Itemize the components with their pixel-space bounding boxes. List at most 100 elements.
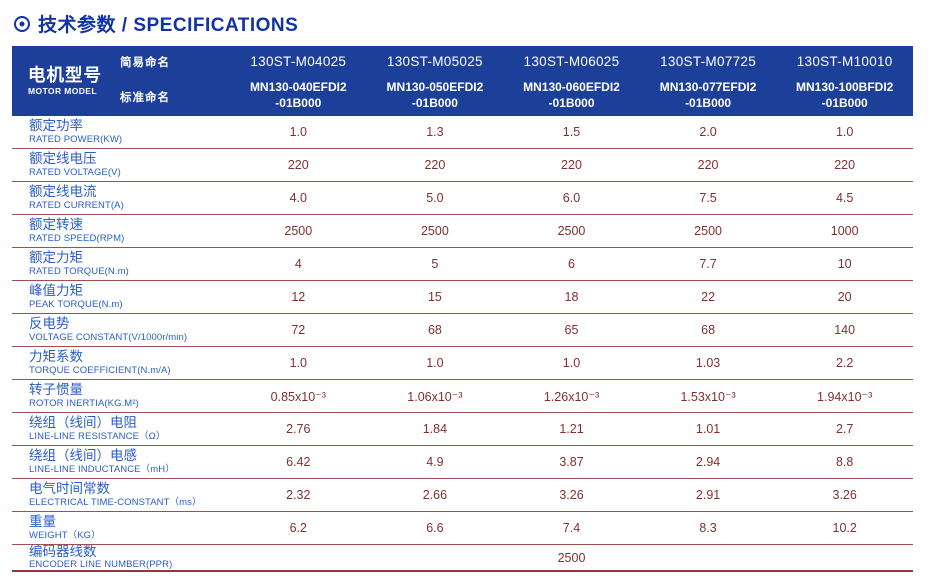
spec-value: 6.6 xyxy=(426,521,444,535)
row-values: 1.0 1.3 1.5 2.0 1.0 xyxy=(230,125,913,139)
table-row: 额定功率 RATED POWER(KW) 1.0 1.3 1.5 2.0 1.0 xyxy=(12,116,913,149)
motor-model-label: 电机型号 MOTOR MODEL xyxy=(28,46,120,116)
table-row-encoder: 编码器线数 ENCODER LINE NUMBER(PPR) 2500 xyxy=(12,544,913,572)
header-model-column: 130ST-M05025 MN130-050EFDI2 -01B000 xyxy=(367,46,504,116)
row-label-en: LINE-LINE RESISTANCE（Ω） xyxy=(29,430,166,442)
row-values: 6.2 6.6 7.4 8.3 10.2 xyxy=(230,521,913,535)
row-values: 6.42 4.9 3.87 2.94 8.8 xyxy=(230,455,913,469)
page-title-text: 技术参数 / SPECIFICATIONS xyxy=(38,15,299,36)
spec-value: 1.01 xyxy=(695,422,721,436)
row-label-zh: 力矩系数 xyxy=(29,349,83,365)
spec-value: 8.8 xyxy=(835,455,854,469)
table-row: 峰值力矩 PEAK TORQUE(N.m) 12 15 18 22 20 xyxy=(12,281,913,314)
spec-value: 18 xyxy=(564,290,579,304)
simple-model-name: 130ST-M07725 xyxy=(660,54,757,69)
spec-value: 4.5 xyxy=(835,191,854,205)
naming-labels: 简易命名 标准命名 xyxy=(120,46,230,116)
page-title: 技术参数 / SPECIFICATIONS xyxy=(14,10,932,37)
row-values: 1.0 1.0 1.0 1.03 2.2 xyxy=(230,356,913,370)
table-row: 反电势 VOLTAGE CONSTANT(V/1000r/min) 72 68 … xyxy=(12,314,913,347)
table-row: 绕组（线间）电感 LINE-LINE INDUCTANCE（mH） 6.42 4… xyxy=(12,446,913,479)
row-label-en: LINE-LINE INDUCTANCE（mH） xyxy=(29,463,175,475)
motor-model-header-cell: 电机型号 MOTOR MODEL 简易命名 标准命名 xyxy=(12,46,230,116)
simple-model-name: 130ST-M04025 xyxy=(250,54,347,69)
spec-value: 1.0 xyxy=(426,356,444,370)
standard-model-name: MN130-060EFDI2 -01B000 xyxy=(523,80,620,110)
spec-value: 6.2 xyxy=(289,521,307,535)
row-label: 额定线电流 RATED CURRENT(A) xyxy=(12,184,230,211)
spec-value: 2500 xyxy=(284,224,313,238)
row-label: 额定功率 RATED POWER(KW) xyxy=(12,118,230,145)
spec-value: 220 xyxy=(287,158,309,172)
row-label-en: RATED POWER(KW) xyxy=(29,133,123,145)
spec-value: 7.4 xyxy=(562,521,581,535)
row-label-en: RATED VOLTAGE(V) xyxy=(29,166,121,178)
row-label: 编码器线数 ENCODER LINE NUMBER(PPR) xyxy=(12,544,230,571)
spec-value: 3.87 xyxy=(559,455,584,469)
standard-name-label: 标准命名 xyxy=(120,91,170,104)
simple-name-label: 简易命名 xyxy=(120,56,170,69)
table-row: 额定力矩 RATED TORQUE(N.m) 4 5 6 7.7 10 xyxy=(12,248,913,281)
spec-value: 220 xyxy=(424,158,446,172)
spec-value: 1.5 xyxy=(562,125,581,139)
row-label: 电气时间常数 ELECTRICAL TIME-CONSTANT（ms） xyxy=(12,481,230,508)
row-label-en: ROTOR INERTIA(KG.M²) xyxy=(29,397,139,409)
row-label-zh: 编码器线数 xyxy=(29,543,97,559)
spec-value: 1.0 xyxy=(289,356,307,370)
spec-value: 2.7 xyxy=(835,422,854,436)
spec-value: 5.0 xyxy=(426,191,444,205)
spec-value: 68 xyxy=(427,323,442,337)
spec-value: 220 xyxy=(561,158,582,172)
row-label: 峰值力矩 PEAK TORQUE(N.m) xyxy=(12,283,230,310)
standard-model-name: MN130-077EFDI2 -01B000 xyxy=(659,80,757,110)
spec-value: 4 xyxy=(294,257,302,271)
row-label-zh: 峰值力矩 xyxy=(29,283,83,299)
spec-value: 3.26 xyxy=(559,488,584,502)
table-header: 电机型号 MOTOR MODEL 简易命名 标准命名 130ST-M04025 … xyxy=(12,46,913,116)
spec-value: 3.26 xyxy=(832,488,857,502)
spec-value: 6.0 xyxy=(562,191,581,205)
row-label-zh: 电气时间常数 xyxy=(29,481,110,497)
spec-value: 2.32 xyxy=(286,488,311,502)
header-model-column: 130ST-M04025 MN130-040EFDI2 -01B000 xyxy=(230,46,367,116)
spec-value: 4.0 xyxy=(289,191,307,205)
row-values: 4 5 6 7.7 10 xyxy=(230,257,913,271)
spec-value: 1.0 xyxy=(562,356,581,370)
row-values: 2.76 1.84 1.21 1.01 2.7 xyxy=(230,422,913,436)
row-label-en: VOLTAGE CONSTANT(V/1000r/min) xyxy=(29,331,188,343)
specifications-table: 电机型号 MOTOR MODEL 简易命名 标准命名 130ST-M04025 … xyxy=(12,46,913,572)
spec-value: 10 xyxy=(837,257,852,271)
row-values: 2500 2500 2500 2500 1000 xyxy=(230,224,913,238)
row-label: 额定线电压 RATED VOLTAGE(V) xyxy=(12,151,230,178)
row-label: 额定转速 RATED SPEED(RPM) xyxy=(12,217,230,244)
spec-value: 22 xyxy=(701,290,716,304)
table-row: 额定线电压 RATED VOLTAGE(V) 220 220 220 220 2… xyxy=(12,149,913,182)
row-label-en: RATED CURRENT(A) xyxy=(29,199,124,211)
spec-value: 15 xyxy=(427,290,442,304)
row-label-zh: 绕组（线间）电阻 xyxy=(29,415,137,431)
spec-value: 20 xyxy=(837,290,852,304)
row-label: 重量 WEIGHT（KG） xyxy=(12,514,230,541)
row-label-en: ENCODER LINE NUMBER(PPR) xyxy=(29,559,173,571)
spec-value: 2.94 xyxy=(695,455,721,469)
spec-value: 1.94x10⁻³ xyxy=(817,389,873,404)
spec-value: 2.66 xyxy=(422,488,448,502)
spec-value: 6 xyxy=(568,257,575,271)
header-model-column: 130ST-M10010 MN130-100BFDI2 -01B000 xyxy=(776,46,913,116)
header-columns: 130ST-M04025 MN130-040EFDI2 -01B000 130S… xyxy=(230,46,913,116)
row-values: 4.0 5.0 6.0 7.5 4.5 xyxy=(230,191,913,205)
spec-value: 1.21 xyxy=(559,422,584,436)
standard-model-name: MN130-050EFDI2 -01B000 xyxy=(386,80,484,110)
row-values: 72 68 65 68 140 xyxy=(230,323,913,337)
motor-model-label-zh: 电机型号 xyxy=(28,65,102,86)
spec-value: 1.0 xyxy=(835,125,854,139)
table-row: 重量 WEIGHT（KG） 6.2 6.6 7.4 8.3 10.2 xyxy=(12,512,913,545)
spec-value: 2500 xyxy=(420,224,449,238)
spec-value: 1.84 xyxy=(422,422,448,436)
spec-value: 8.3 xyxy=(699,521,717,535)
spec-value: 0.85x10⁻³ xyxy=(270,389,326,404)
spec-value: 1.53x10⁻³ xyxy=(680,389,736,404)
table-row: 转子惯量 ROTOR INERTIA(KG.M²) 0.85x10⁻³ 1.06… xyxy=(12,380,913,413)
row-label: 反电势 VOLTAGE CONSTANT(V/1000r/min) xyxy=(12,316,230,343)
